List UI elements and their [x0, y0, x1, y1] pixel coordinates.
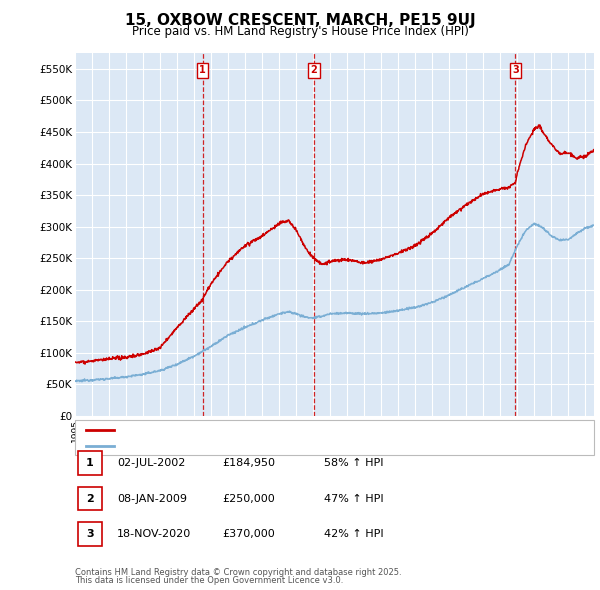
Text: £370,000: £370,000 — [222, 529, 275, 539]
Text: 08-JAN-2009: 08-JAN-2009 — [117, 494, 187, 503]
Text: 2: 2 — [86, 494, 94, 503]
Text: HPI: Average price, detached house, Fenland: HPI: Average price, detached house, Fenl… — [119, 441, 343, 451]
Text: 18-NOV-2020: 18-NOV-2020 — [117, 529, 191, 539]
Text: 3: 3 — [86, 529, 94, 539]
Text: Contains HM Land Registry data © Crown copyright and database right 2025.: Contains HM Land Registry data © Crown c… — [75, 568, 401, 577]
Text: £184,950: £184,950 — [222, 458, 275, 468]
Text: 3: 3 — [512, 65, 519, 75]
Text: 15, OXBOW CRESCENT, MARCH, PE15 9UJ (detached house): 15, OXBOW CRESCENT, MARCH, PE15 9UJ (det… — [119, 425, 416, 435]
Text: 2: 2 — [311, 65, 317, 75]
Text: This data is licensed under the Open Government Licence v3.0.: This data is licensed under the Open Gov… — [75, 576, 343, 585]
Text: 42% ↑ HPI: 42% ↑ HPI — [324, 529, 383, 539]
Text: Price paid vs. HM Land Registry's House Price Index (HPI): Price paid vs. HM Land Registry's House … — [131, 25, 469, 38]
Text: 02-JUL-2002: 02-JUL-2002 — [117, 458, 185, 468]
Text: 58% ↑ HPI: 58% ↑ HPI — [324, 458, 383, 468]
Text: 1: 1 — [199, 65, 206, 75]
Text: £250,000: £250,000 — [222, 494, 275, 503]
Text: 15, OXBOW CRESCENT, MARCH, PE15 9UJ: 15, OXBOW CRESCENT, MARCH, PE15 9UJ — [125, 13, 475, 28]
Text: 1: 1 — [86, 458, 94, 468]
Text: 47% ↑ HPI: 47% ↑ HPI — [324, 494, 383, 503]
